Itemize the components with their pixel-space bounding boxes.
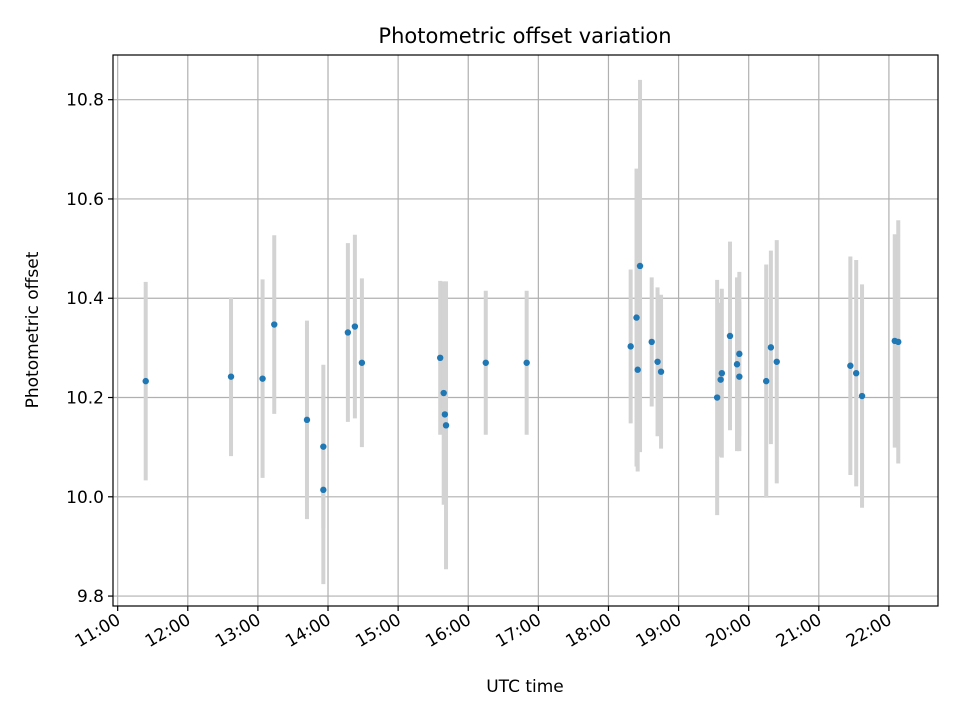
data-point [636, 262, 644, 270]
data-point [441, 411, 449, 418]
data-point [259, 375, 266, 382]
y-axis-label: Photometric offset [23, 251, 43, 408]
data-point [344, 329, 352, 336]
data-point [767, 344, 775, 351]
plot-frame [112, 54, 939, 607]
data-points [142, 262, 902, 494]
data-point [773, 358, 780, 365]
data-point [634, 366, 641, 373]
data-point [523, 359, 530, 366]
data-point [436, 354, 444, 362]
chart-title: Photometric offset variation [378, 24, 671, 48]
data-point [633, 314, 640, 321]
y-axis: 9.8 10.0 10.2 10.4 10.6 10.8 [66, 91, 113, 607]
data-point [718, 369, 726, 377]
y-tick-label: 10.6 [66, 190, 104, 210]
data-point [303, 416, 311, 424]
data-point [736, 373, 743, 380]
data-point [853, 369, 860, 377]
data-point [847, 362, 854, 369]
data-point [627, 343, 634, 350]
data-point [726, 332, 734, 340]
data-point [142, 377, 149, 385]
data-point [895, 338, 902, 346]
data-point [657, 368, 665, 375]
y-tick-label: 9.8 [77, 587, 104, 607]
data-point [482, 359, 489, 366]
y-tick-label: 10.0 [66, 488, 104, 508]
data-point [320, 443, 327, 450]
data-point [736, 350, 743, 358]
data-point [654, 358, 661, 365]
data-point [717, 376, 724, 383]
data-point [320, 486, 327, 494]
y-tick-label: 10.8 [66, 91, 104, 111]
y-tick-label: 10.2 [66, 389, 104, 409]
y-tick-label: 10.4 [66, 289, 104, 309]
data-point [763, 377, 770, 385]
data-point [271, 321, 278, 328]
data-point [351, 323, 359, 330]
data-point [648, 338, 655, 346]
data-point [227, 373, 235, 380]
data-point [858, 392, 866, 400]
data-point [713, 394, 721, 401]
data-point [733, 361, 741, 368]
x-axis-label: UTC time [486, 677, 564, 697]
data-point [442, 422, 450, 429]
data-point [358, 359, 366, 366]
data-point [440, 389, 447, 397]
